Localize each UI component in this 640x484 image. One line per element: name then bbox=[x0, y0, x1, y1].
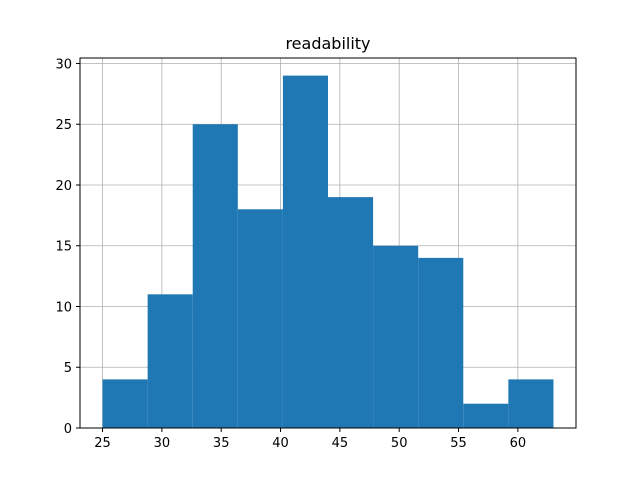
y-tick-label: 20 bbox=[55, 179, 72, 194]
y-tick-label: 0 bbox=[64, 422, 72, 437]
histogram-bar bbox=[328, 197, 374, 428]
x-tick-label: 40 bbox=[272, 436, 289, 451]
x-tick-label: 60 bbox=[510, 436, 527, 451]
histogram-bar bbox=[282, 75, 328, 428]
x-tick-label: 30 bbox=[154, 436, 171, 451]
histogram-bar bbox=[418, 257, 464, 428]
y-tick-label: 25 bbox=[55, 118, 72, 133]
x-tick-label: 25 bbox=[94, 436, 111, 451]
x-tick-label: 35 bbox=[213, 436, 230, 451]
y-tick-label: 5 bbox=[64, 361, 72, 376]
x-tick-label: 55 bbox=[450, 436, 467, 451]
histogram-bar bbox=[463, 403, 509, 428]
y-tick-label: 15 bbox=[55, 240, 72, 255]
x-tick-label: 50 bbox=[391, 436, 408, 451]
x-tick-label: 45 bbox=[332, 436, 349, 451]
y-tick-label: 30 bbox=[55, 57, 72, 72]
histogram-bar bbox=[102, 379, 148, 428]
chart-title: readability bbox=[285, 34, 370, 53]
histogram-bar bbox=[508, 379, 554, 428]
histogram-bar bbox=[237, 209, 283, 428]
y-axis: 0 5 10 15 20 25 30 bbox=[55, 57, 80, 437]
y-tick-label: 10 bbox=[55, 300, 72, 315]
x-axis: 25 30 35 40 45 50 55 60 bbox=[94, 428, 526, 451]
histogram-bar bbox=[192, 124, 238, 428]
histogram-bars bbox=[102, 75, 554, 428]
histogram-bar bbox=[147, 294, 193, 428]
plot-frame bbox=[79, 57, 577, 429]
histogram-bar bbox=[373, 245, 419, 428]
